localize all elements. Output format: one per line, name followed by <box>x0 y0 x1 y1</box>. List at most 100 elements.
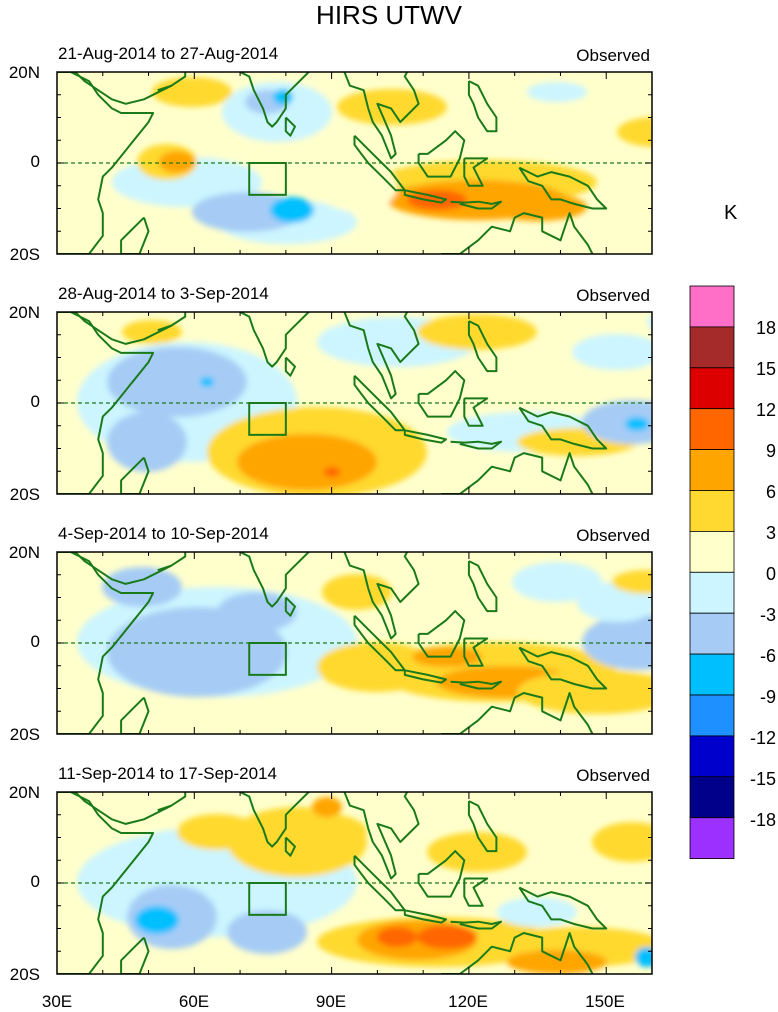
coast-madagascar <box>120 216 150 254</box>
coastlines <box>57 289 608 494</box>
anomaly-region <box>647 315 652 329</box>
highlight-box <box>248 402 287 436</box>
colorbar-label-0: 0 <box>765 564 776 584</box>
colorbar-swatch <box>689 694 735 737</box>
anomaly-region <box>427 832 527 872</box>
coast-sumatra <box>353 854 406 912</box>
anomaly-region <box>102 567 182 607</box>
coast-arabia <box>74 552 187 585</box>
coast-arabia <box>74 72 187 105</box>
coast-australia <box>441 452 594 494</box>
coast-madagascar <box>120 456 150 494</box>
colorbar-swatch <box>689 817 735 860</box>
colorbar-label-6: 6 <box>765 482 776 502</box>
anomaly-region <box>337 89 447 125</box>
anomaly-region <box>417 925 477 949</box>
coast-australia <box>441 212 594 254</box>
map-panel-2 <box>56 289 653 495</box>
panel-1-status: Observed <box>576 46 650 65</box>
colorbar-label-minus-9: -9 <box>759 687 776 707</box>
coast-sumatra <box>353 614 406 672</box>
anomaly-region <box>322 574 392 610</box>
anomaly-region <box>122 320 182 344</box>
coast-taiwan <box>471 769 476 783</box>
axis-ticks <box>56 71 653 255</box>
coast-philippines <box>467 800 498 853</box>
anomaly-region <box>512 562 602 602</box>
anomaly-region <box>617 117 652 147</box>
colorbar-label-minus-18: -18 <box>749 810 776 830</box>
anomaly-region <box>312 797 342 817</box>
axis-ticks <box>56 551 653 735</box>
colorbar-swatch <box>689 490 735 532</box>
axis-ticks <box>56 791 653 975</box>
map-panel-1 <box>56 49 653 255</box>
coast-srilanka <box>284 356 296 377</box>
anomaly-field <box>57 289 652 494</box>
panel-4-ytick-20n: 20N <box>8 783 40 802</box>
anomaly-contours <box>112 77 652 244</box>
coast-java <box>403 429 447 444</box>
anomaly-region <box>377 927 417 947</box>
colorbar-label-minus-15: -15 <box>749 769 776 789</box>
panel-1-ytick-20s: 20S <box>9 245 40 264</box>
coast-india <box>239 72 310 128</box>
panel-1-ytick-0: 0 <box>30 152 40 171</box>
xtick-120e: 120E <box>448 992 488 1011</box>
coast-india <box>239 312 310 368</box>
anomaly-region <box>407 190 467 210</box>
colorbar-swatch <box>689 612 735 655</box>
panel-3-status: Observed <box>576 526 650 545</box>
colorbar-swatch <box>689 326 735 369</box>
panel-4-date-range: 11-Sep-2014 to 17-Sep-2014 <box>58 764 277 783</box>
coast-taiwan <box>471 529 476 543</box>
anomaly-region <box>200 377 214 387</box>
panel-4-status: Observed <box>576 766 650 785</box>
anomaly-field <box>57 49 652 254</box>
anomaly-region <box>592 822 652 862</box>
coast-borneo <box>417 850 466 898</box>
anomaly-region <box>107 412 187 472</box>
coast-arabia <box>74 312 187 345</box>
colorbar-label-3: 3 <box>765 523 776 543</box>
anomaly-region <box>507 950 607 974</box>
panel-3-ytick-0: 0 <box>30 632 40 651</box>
coast-sulawesi <box>463 877 489 907</box>
coast-srilanka <box>284 596 296 617</box>
figure-title: HIRS UTWV <box>316 0 462 30</box>
coast-philippines <box>467 80 498 133</box>
colorbar-swatch <box>689 449 735 491</box>
colorbar-swatch <box>689 653 735 696</box>
coast-india <box>239 552 310 608</box>
anomaly-region <box>635 947 652 967</box>
colorbar-label-minus-3: -3 <box>759 605 776 625</box>
highlight-box <box>248 642 287 676</box>
coastlines <box>57 769 608 974</box>
coast-indochina <box>331 312 420 400</box>
colorbar-unit: K <box>724 202 738 224</box>
coast-philippines <box>467 320 498 373</box>
anomaly-contours <box>77 797 652 974</box>
anomaly-region <box>417 314 537 350</box>
xtick-90e: 90E <box>315 992 347 1011</box>
coast-java <box>403 189 447 204</box>
xtick-30e: 30E <box>41 992 73 1011</box>
coast-newguinea <box>518 886 608 930</box>
colorbar-swatch <box>689 285 735 328</box>
panel-1-ytick-20n: 20N <box>8 63 40 82</box>
coast-java <box>403 909 447 924</box>
coast-lesser-sunda <box>450 680 502 690</box>
colorbar-label-12: 12 <box>755 400 776 420</box>
coast-taiwan <box>471 289 476 303</box>
coast-taiwan <box>471 49 476 63</box>
colorbar-label-9: 9 <box>765 441 776 461</box>
anomaly-region <box>135 906 179 934</box>
map-panel-4 <box>56 769 653 975</box>
anomaly-region <box>517 670 652 714</box>
panel-2-ytick-20s: 20S <box>9 485 40 504</box>
anomaly-region <box>270 197 314 223</box>
coast-madagascar <box>120 696 150 734</box>
colorbar-swatch <box>689 367 735 410</box>
anomaly-region <box>582 614 652 670</box>
coast-borneo <box>417 130 466 178</box>
